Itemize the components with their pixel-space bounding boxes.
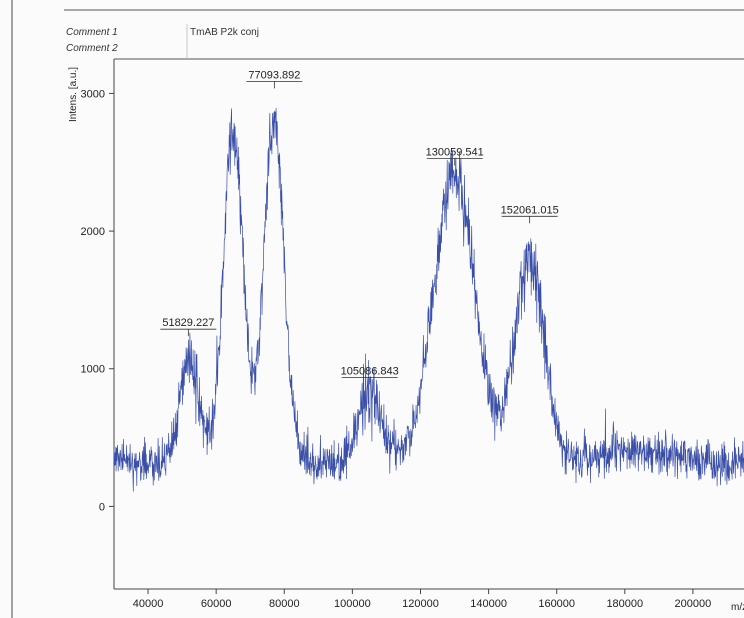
peak-label: 152061.015 xyxy=(501,204,559,216)
y-tick-label: 3000 xyxy=(81,88,105,100)
x-tick-label: 60000 xyxy=(201,598,232,610)
x-tick-label: 120000 xyxy=(402,598,439,610)
y-axis-title: Intens. [a.u.] xyxy=(68,67,79,122)
x-tick-label: 180000 xyxy=(606,598,643,610)
spectrum-trace-group xyxy=(113,107,744,492)
x-tick-label: 40000 xyxy=(133,598,164,610)
peak-label: 51829.227 xyxy=(162,317,214,329)
peak-label: 130059.541 xyxy=(426,146,484,158)
x-axis-title: m/z xyxy=(731,602,744,613)
y-tick-label: 1000 xyxy=(81,364,105,376)
spectrum-trace xyxy=(113,107,744,492)
peak-labels: 51829.227 77093.892 105086.843 130059.541 15… xyxy=(160,69,559,385)
comment-1-value: TmAB P2k conj xyxy=(190,27,259,38)
x-tick-label: 80000 xyxy=(269,598,300,610)
comment-1-label: Comment 1 xyxy=(66,27,118,38)
y-tick-label: 0 xyxy=(99,501,105,513)
axis-ticks: 40000 60000 80000 100000 120000 140000 160000 1… xyxy=(81,88,712,610)
x-tick-label: 160000 xyxy=(538,598,575,610)
y-tick-label: 2000 xyxy=(81,226,105,238)
comment-2-label: Comment 2 xyxy=(66,43,118,54)
peak-label: 77093.892 xyxy=(248,69,300,81)
peak-label: 105086.843 xyxy=(341,365,399,377)
x-tick-label: 200000 xyxy=(675,598,712,610)
x-tick-label: 100000 xyxy=(334,598,371,610)
x-tick-label: 140000 xyxy=(470,598,507,610)
